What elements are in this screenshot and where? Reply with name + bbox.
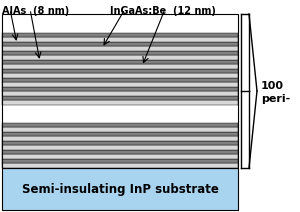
Bar <box>2 36 238 42</box>
Bar <box>2 150 238 153</box>
Bar <box>2 51 238 54</box>
Bar <box>2 91 238 96</box>
Bar <box>2 78 238 81</box>
Bar <box>2 99 238 105</box>
Bar <box>2 87 238 91</box>
Bar <box>2 163 238 168</box>
Bar <box>2 132 238 135</box>
Bar <box>2 14 238 168</box>
Text: AlAs  (8 nm): AlAs (8 nm) <box>2 6 69 16</box>
Bar <box>2 81 238 87</box>
Bar <box>2 153 238 159</box>
Bar <box>2 60 238 64</box>
Text: 100: 100 <box>261 81 284 91</box>
Text: peri-: peri- <box>261 94 290 104</box>
Bar <box>2 64 238 69</box>
Bar <box>2 135 238 141</box>
Bar <box>2 42 238 46</box>
Bar <box>2 123 238 127</box>
Bar <box>2 127 238 132</box>
Bar <box>2 14 238 168</box>
Bar <box>2 96 238 99</box>
Bar <box>2 141 238 145</box>
Text: Semi-insulating InP substrate: Semi-insulating InP substrate <box>22 183 218 195</box>
Text: InGaAs:Be  (12 nm): InGaAs:Be (12 nm) <box>110 6 216 16</box>
Bar <box>2 46 238 51</box>
Bar <box>2 69 238 73</box>
Bar <box>2 159 238 163</box>
Bar <box>2 168 238 210</box>
Bar <box>2 33 238 36</box>
Bar <box>2 73 238 78</box>
Bar <box>2 145 238 150</box>
Bar <box>2 54 238 60</box>
